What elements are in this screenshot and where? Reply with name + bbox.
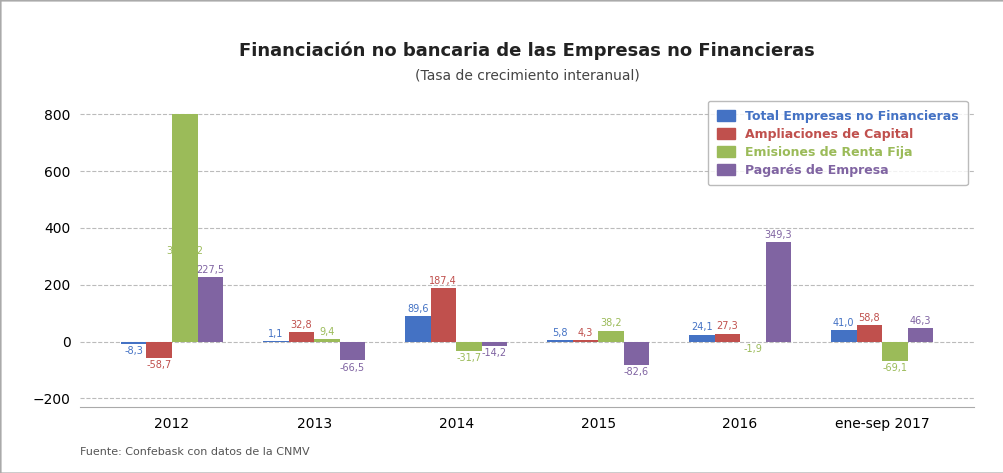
Bar [314,339,339,342]
Text: 3.420,2: 3.420,2 [166,246,204,256]
Bar [172,114,198,342]
Bar [120,342,146,344]
Bar [856,325,882,342]
Text: 32,8: 32,8 [290,320,312,330]
Bar [598,331,623,342]
Text: 46,3: 46,3 [909,316,931,326]
Bar [146,342,172,358]
Bar [830,330,856,342]
Text: 38,2: 38,2 [600,318,621,328]
Text: -1,9: -1,9 [743,344,761,354]
Text: -31,7: -31,7 [455,353,481,363]
Bar [455,342,481,350]
Text: 5,8: 5,8 [552,328,567,338]
Bar [288,332,314,342]
Bar [765,242,790,342]
Title: Financiación no bancaria de las Empresas no Financieras: Financiación no bancaria de las Empresas… [239,41,814,60]
Text: 41,0: 41,0 [832,317,854,328]
Text: 58,8: 58,8 [858,313,880,323]
Text: 1,1: 1,1 [268,329,283,339]
Bar [547,340,572,342]
Bar [481,342,507,346]
Bar [572,340,598,342]
Text: 227,5: 227,5 [197,265,225,275]
Bar [430,289,455,342]
Text: 9,4: 9,4 [319,326,334,337]
Text: 4,3: 4,3 [577,328,593,338]
Text: 24,1: 24,1 [690,323,712,333]
Text: -58,7: -58,7 [146,360,172,370]
Bar [198,277,223,342]
Text: 27,3: 27,3 [716,322,737,332]
Text: -8,3: -8,3 [124,346,143,356]
Text: (Tasa de crecimiento interanual): (Tasa de crecimiento interanual) [414,68,639,82]
Text: -69,1: -69,1 [882,363,907,373]
Text: 187,4: 187,4 [429,276,456,286]
Text: -66,5: -66,5 [340,363,365,373]
Bar [882,342,907,361]
Text: -14,2: -14,2 [481,348,507,358]
Text: -82,6: -82,6 [623,367,648,377]
Legend: Total Empresas no Financieras, Ampliaciones de Capital, Emisiones de Renta Fija,: Total Empresas no Financieras, Ampliacio… [707,101,967,185]
Bar [907,328,933,342]
Bar [714,334,739,342]
Bar [623,342,649,365]
Bar [404,316,430,342]
Text: 349,3: 349,3 [764,230,791,240]
Text: 89,6: 89,6 [406,304,428,314]
Bar [339,342,365,360]
Text: Fuente: Confebask con datos de la CNMV: Fuente: Confebask con datos de la CNMV [80,447,310,457]
Bar [688,335,714,342]
